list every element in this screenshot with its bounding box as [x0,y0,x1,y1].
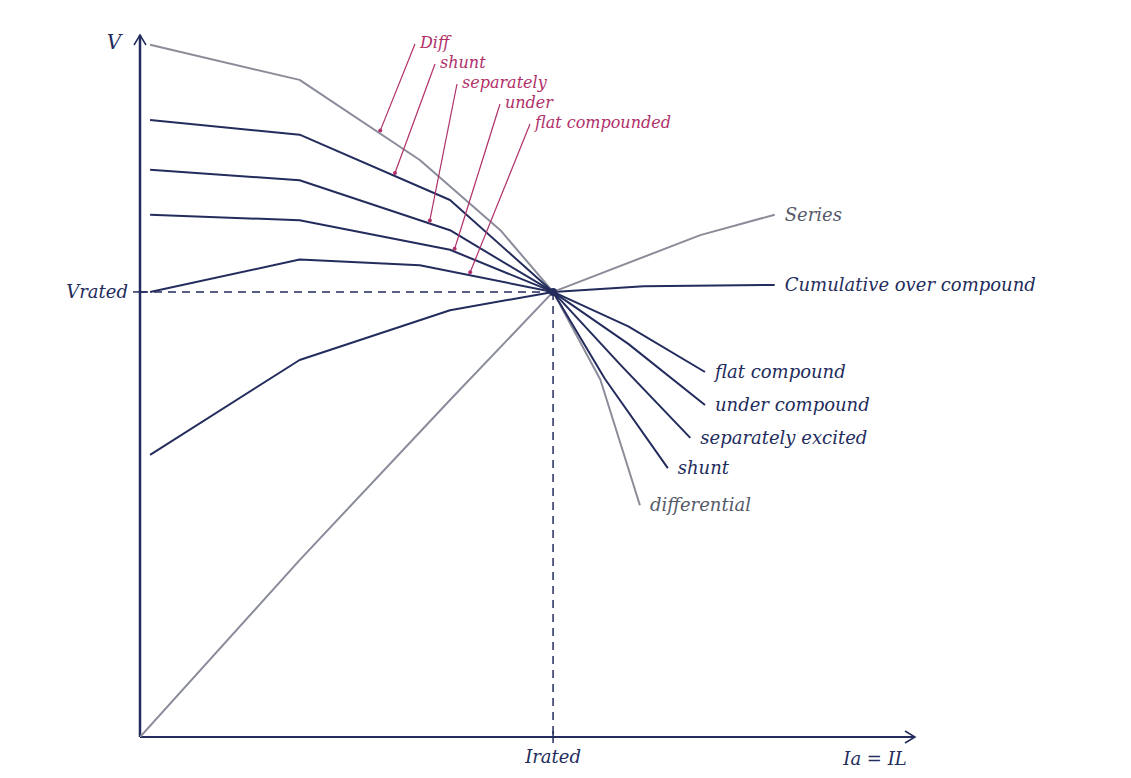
annotation: flat compounded [534,113,671,132]
curve [150,170,690,438]
series-label: under compound [715,394,870,415]
x-axis-title: Ia = IL [842,748,906,769]
annotation-leader [430,84,457,220]
lines [140,45,775,737]
rated-point [549,288,557,296]
annotation-dot [393,171,397,175]
x-tick-label: Irated [524,746,581,767]
series-label: differential [650,494,751,515]
annotation-leader [395,64,435,173]
annotation-dot [428,218,432,222]
series-label: flat compound [713,361,846,382]
annotation: Diff [419,33,452,52]
chart: IratedVratedIa = ILVdifferentialshuntsep… [0,0,1131,778]
curve [150,285,775,455]
curve [150,260,705,372]
curve [150,120,668,468]
annotation: under [505,93,554,112]
y-axis [139,35,142,737]
annotation: separately [462,73,548,92]
series-label: shunt [678,457,730,478]
annotation: shunt [440,53,486,72]
x-axis [140,736,915,738]
annotation-leader [380,44,415,131]
annotation-dot [468,270,472,274]
x-guide [552,292,554,737]
series-label: Cumulative over compound [785,274,1036,295]
series-label: separately excited [700,427,867,448]
annotation-dot [453,247,457,251]
x-arrow [905,731,915,743]
series-label: Series [785,204,842,225]
curve [140,215,775,737]
y-tick [133,291,147,293]
y-axis-title: V [107,30,124,54]
y-tick-label: Vrated [66,281,128,302]
y-arrow [134,35,146,45]
y-guide [140,291,553,293]
curve [150,215,705,405]
annotation-leader [455,104,500,249]
annotation-dot [378,129,382,133]
annotation-leader [470,124,530,272]
x-tick [552,731,554,743]
